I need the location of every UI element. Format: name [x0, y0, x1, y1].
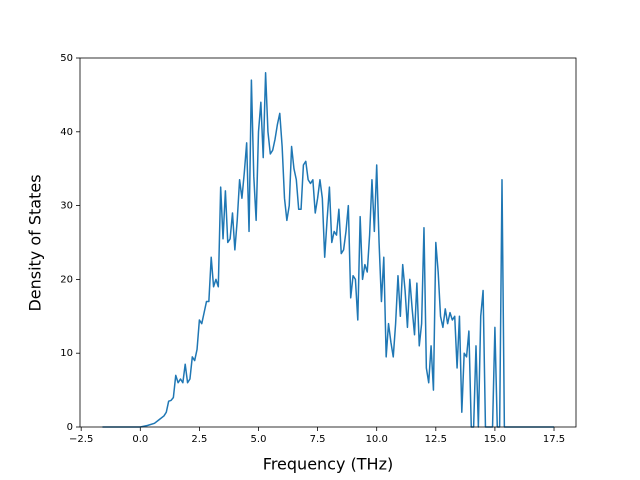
y-tick-label: 0 [67, 422, 73, 433]
y-tick-label: 10 [60, 348, 73, 359]
x-tick-label: 10.0 [366, 434, 388, 445]
x-tick-label: 17.5 [543, 434, 565, 445]
x-tick-label: 7.5 [310, 434, 326, 445]
data-line [102, 72, 555, 428]
y-axis-label: Density of States [26, 174, 45, 311]
y-tick-label: 40 [60, 127, 73, 138]
x-tick-label: 12.5 [425, 434, 447, 445]
x-tick-label: 0.0 [132, 434, 148, 445]
x-tick-label: 2.5 [191, 434, 207, 445]
x-tick-label: 5.0 [251, 434, 267, 445]
x-tick-label: 15.0 [484, 434, 506, 445]
y-tick-label: 50 [60, 53, 73, 64]
plot-frame [79, 57, 577, 428]
y-tick-label: 30 [60, 201, 73, 212]
x-axis-label: Frequency (THz) [263, 455, 393, 474]
y-tick-label: 20 [60, 274, 73, 285]
x-tick-label: −2.5 [69, 434, 93, 445]
